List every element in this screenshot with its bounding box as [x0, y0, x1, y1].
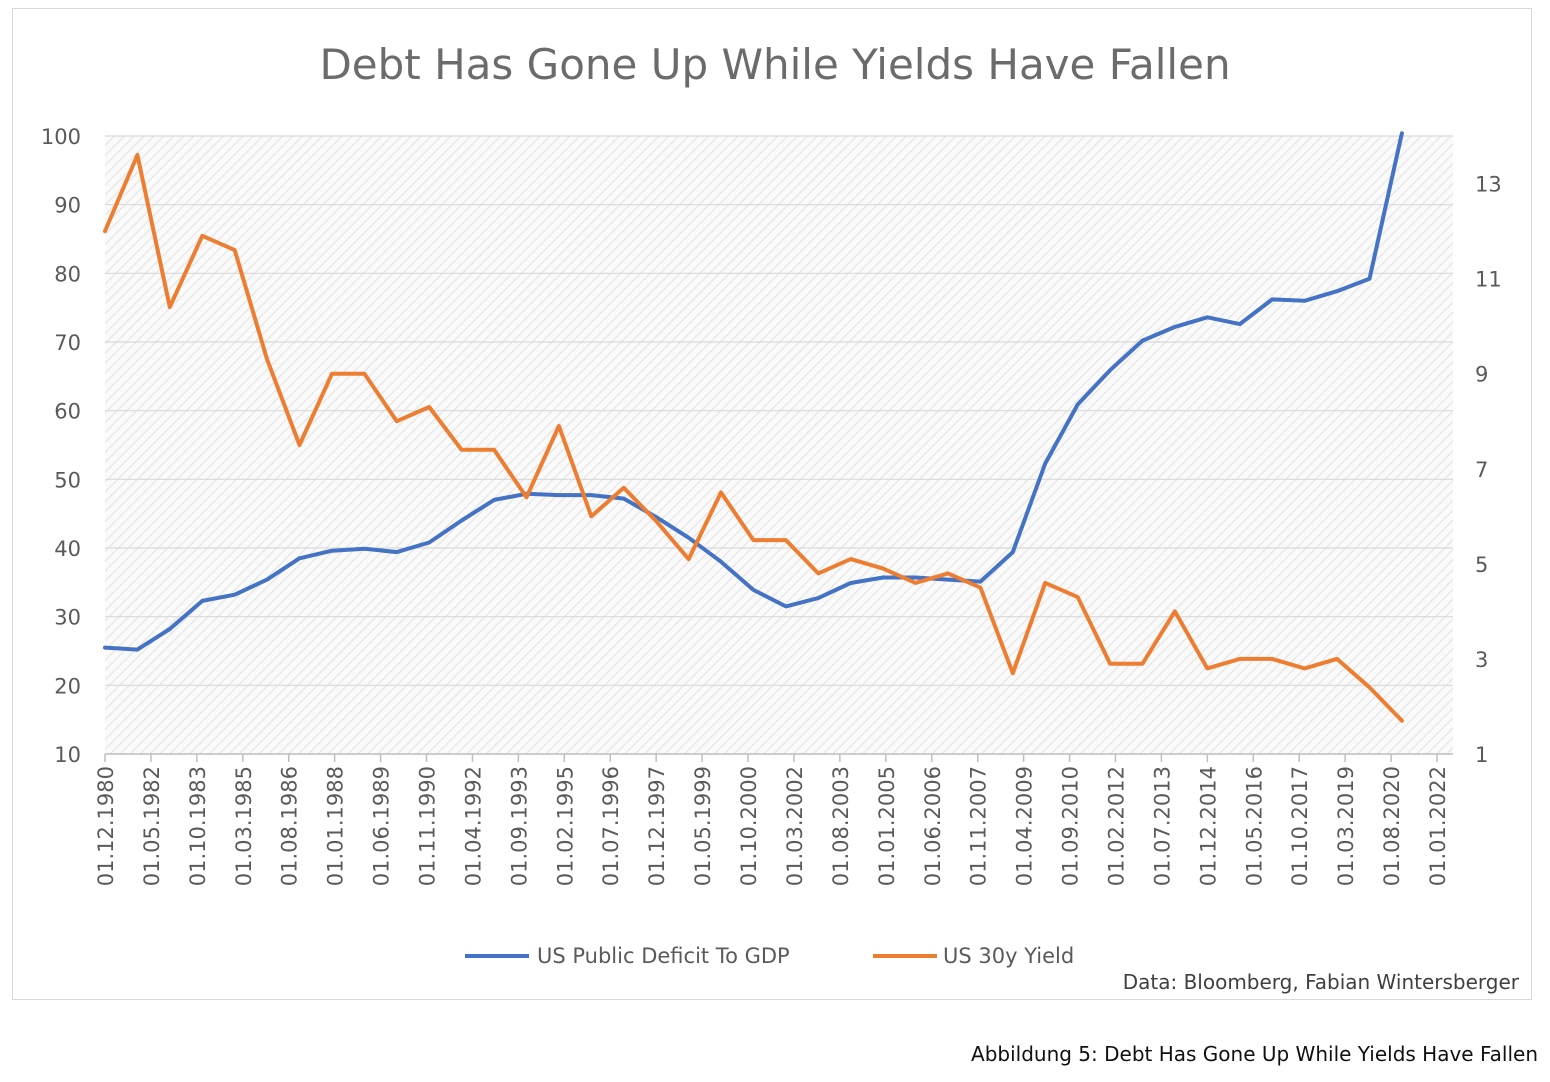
x-tick-label: 01.10.1983: [186, 766, 210, 886]
y-left-tick-label: 100: [41, 125, 81, 149]
x-tick-label: 01.09.1993: [507, 766, 531, 886]
x-tick-label: 01.11.1990: [416, 766, 440, 886]
gridlines: [105, 135, 1453, 755]
x-tick-label: 01.09.2010: [1059, 766, 1083, 886]
y-left-tick-label: 50: [54, 468, 81, 492]
plot-area: [105, 136, 1453, 754]
x-tick-label: 01.04.2009: [1013, 766, 1037, 886]
x-tick-label: 01.05.1999: [691, 766, 715, 886]
x-tick-label: 01.06.2006: [921, 766, 945, 886]
x-tick-label: 01.12.1997: [645, 766, 669, 886]
x-tick-label: 01.02.1995: [553, 766, 577, 886]
y-right-tick-label: 13: [1475, 173, 1502, 197]
y-axis-left: 10 20 30 40 50 60 70 80 90 100: [41, 125, 81, 767]
x-tick-label: 01.01.1988: [324, 766, 348, 886]
x-tick-label: 01.02.2012: [1104, 766, 1128, 886]
y-left-tick-label: 70: [54, 331, 81, 355]
x-tick-label: 01.01.2022: [1426, 766, 1450, 886]
x-tick-label: 01.11.2007: [967, 766, 991, 886]
chart-svg: Debt Has Gone Up While Yields Have Falle…: [41, 40, 1520, 994]
y-left-tick-label: 90: [54, 194, 81, 218]
x-tick-label: 01.03.1985: [232, 766, 256, 886]
legend: US Public Deficit To GDP US 30y Yield: [465, 944, 1074, 968]
chart-title: Debt Has Gone Up While Yields Have Falle…: [319, 40, 1230, 89]
x-tick-label: 01.01.2005: [875, 766, 899, 886]
x-tick-label: 01.10.2017: [1288, 766, 1312, 886]
y-left-tick-label: 60: [54, 400, 81, 424]
x-tick-label: 01.08.2003: [829, 766, 853, 886]
x-tick-label: 01.05.2016: [1242, 766, 1266, 886]
figure-caption: Abbildung 5: Debt Has Gone Up While Yiel…: [971, 1042, 1538, 1066]
x-tick-label: 01.03.2002: [783, 766, 807, 886]
x-tick-label: 01.07.2013: [1150, 766, 1174, 886]
y-left-tick-label: 10: [54, 743, 81, 767]
y-right-tick-label: 1: [1475, 743, 1488, 767]
x-tick-label: 01.12.2014: [1196, 766, 1220, 886]
y-left-tick-label: 20: [54, 674, 81, 698]
x-tick-label: 01.07.1996: [599, 766, 623, 886]
y-right-tick-label: 5: [1475, 553, 1488, 577]
x-tick-label: 01.06.1989: [370, 766, 394, 886]
x-tick-label: 01.03.2019: [1334, 766, 1358, 886]
x-axis: 01.12.1980 01.05.1982 01.10.1983 01.03.1985…: [94, 753, 1453, 886]
chart-frame: Debt Has Gone Up While Yields Have Falle…: [12, 8, 1532, 1000]
y-right-tick-label: 3: [1475, 648, 1488, 672]
x-tick-label: 01.05.1982: [140, 766, 164, 886]
x-tick-label: 01.08.1986: [278, 766, 302, 886]
y-right-tick-label: 7: [1475, 458, 1488, 482]
x-tick-label: 01.08.2020: [1380, 766, 1404, 886]
x-tick-label: 01.10.2000: [737, 766, 761, 886]
y-left-tick-label: 30: [54, 606, 81, 630]
series-layer: [103, 131, 1404, 723]
x-tick-label: 01.12.1980: [94, 766, 118, 886]
x-tick-label: 01.04.1992: [461, 766, 485, 886]
y-right-tick-label: 9: [1475, 363, 1488, 387]
legend-label-deficit: US Public Deficit To GDP: [537, 944, 790, 968]
source-note: Data: Bloomberg, Fabian Wintersberger: [1123, 970, 1520, 994]
y-left-tick-label: 40: [54, 537, 81, 561]
y-left-tick-label: 80: [54, 262, 81, 286]
legend-label-yield: US 30y Yield: [943, 944, 1074, 968]
y-right-tick-label: 11: [1475, 268, 1502, 292]
